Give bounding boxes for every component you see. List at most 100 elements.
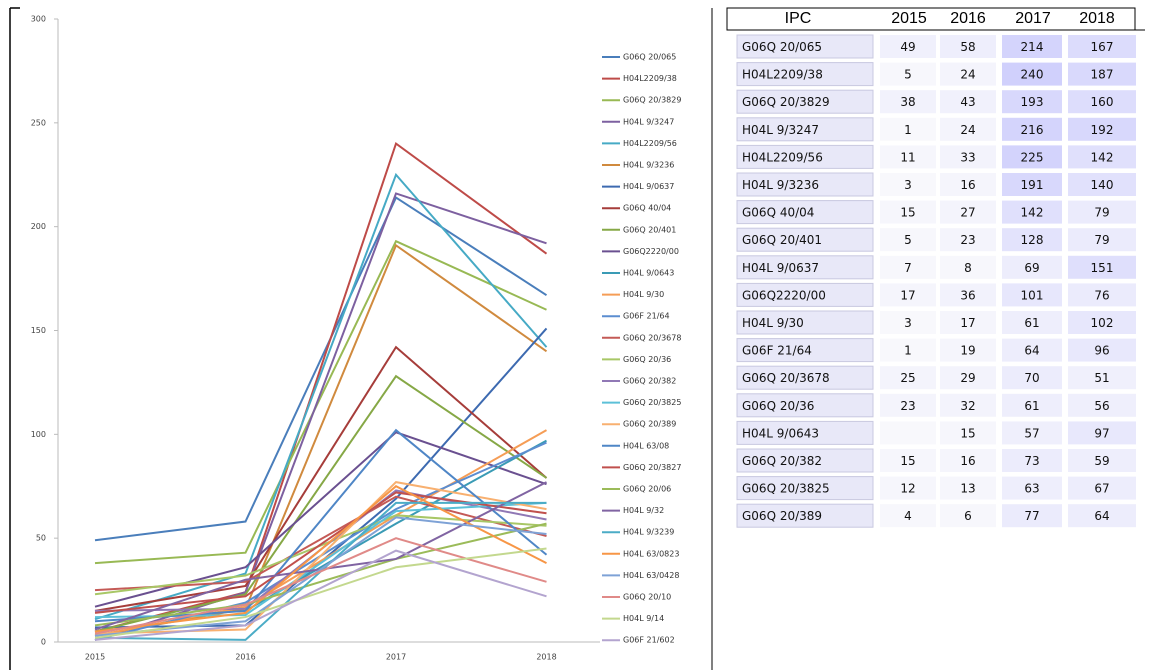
value-cell bbox=[1002, 228, 1062, 252]
row-label: G06Q 20/36 bbox=[742, 399, 814, 413]
value-cell bbox=[940, 421, 996, 445]
row-label: H04L 9/0643 bbox=[742, 426, 819, 440]
value-cell bbox=[940, 338, 996, 362]
row-label: H04L 9/3236 bbox=[742, 178, 819, 192]
series-line bbox=[94, 141, 548, 633]
series-line bbox=[94, 549, 547, 641]
value-cell bbox=[940, 173, 996, 196]
legend-label: G06Q 20/06 bbox=[623, 485, 671, 494]
legend-label: G06Q 20/3827 bbox=[623, 463, 681, 472]
series-line bbox=[94, 428, 548, 623]
value-cell bbox=[1068, 90, 1136, 114]
cell-value: 15 bbox=[900, 454, 915, 468]
cell-value: 151 bbox=[1091, 261, 1114, 275]
value-cell bbox=[880, 255, 936, 279]
cell-value: 23 bbox=[960, 233, 975, 247]
value-cell bbox=[880, 421, 936, 445]
legend-label: H04L 9/14 bbox=[623, 614, 664, 623]
cell-value: 73 bbox=[1024, 454, 1039, 468]
series-line bbox=[94, 243, 548, 637]
series-line bbox=[94, 516, 547, 637]
value-cell bbox=[1068, 504, 1136, 528]
legend-label: H04L 63/08 bbox=[623, 441, 669, 450]
row-label: H04L 9/0637 bbox=[742, 261, 819, 275]
cell-value: 96 bbox=[1094, 344, 1109, 358]
cell-value: 240 bbox=[1021, 68, 1044, 82]
row-label-cell bbox=[736, 62, 874, 87]
value-cell bbox=[940, 117, 996, 141]
value-cell bbox=[880, 393, 936, 417]
legend-label: G06Q 20/065 bbox=[623, 53, 676, 62]
y-tick-label: 200 bbox=[31, 222, 46, 231]
series-line bbox=[94, 239, 547, 565]
cell-value: 79 bbox=[1094, 233, 1109, 247]
value-cell bbox=[880, 283, 936, 307]
value-cell bbox=[940, 35, 996, 58]
series-line bbox=[94, 374, 548, 633]
legend-label: H04L 9/0637 bbox=[623, 182, 674, 191]
cell-value: 15 bbox=[900, 206, 915, 220]
value-cell bbox=[880, 90, 936, 114]
value-cell bbox=[1068, 35, 1136, 58]
value-cell bbox=[940, 476, 996, 500]
cell-value: 12 bbox=[900, 482, 915, 496]
cell-value: 79 bbox=[1094, 206, 1109, 220]
cell-value: 101 bbox=[1021, 288, 1044, 302]
cell-value: 1 bbox=[904, 123, 912, 137]
cell-value: 160 bbox=[1091, 95, 1114, 109]
row-label: H04L 9/3247 bbox=[742, 123, 819, 137]
value-cell bbox=[1068, 449, 1136, 472]
row-label: G06Q2220/00 bbox=[742, 288, 826, 302]
value-cell bbox=[1068, 476, 1136, 500]
cell-value: 17 bbox=[900, 288, 915, 302]
x-tick-label: 2016 bbox=[235, 653, 255, 662]
table-header: IPC bbox=[785, 10, 812, 27]
row-label-cell bbox=[736, 503, 874, 528]
series-line bbox=[94, 485, 547, 633]
value-cell bbox=[1068, 311, 1136, 334]
cell-value: 49 bbox=[900, 40, 915, 54]
value-cell bbox=[880, 476, 936, 500]
row-label: G06Q 20/401 bbox=[742, 233, 822, 247]
value-cell bbox=[1002, 35, 1062, 58]
value-cell bbox=[1002, 62, 1062, 86]
cell-value: 140 bbox=[1091, 178, 1114, 192]
series-line bbox=[94, 522, 547, 627]
value-cell bbox=[1002, 311, 1062, 334]
row-label-cell bbox=[736, 117, 874, 142]
y-tick-label: 100 bbox=[31, 430, 46, 439]
value-cell bbox=[1068, 145, 1136, 169]
y-tick-label: 50 bbox=[36, 534, 46, 543]
value-cell bbox=[1002, 366, 1062, 390]
value-cell bbox=[880, 311, 936, 334]
cell-value: 36 bbox=[960, 288, 975, 302]
value-cell bbox=[880, 117, 936, 141]
series-line bbox=[94, 491, 547, 614]
value-cell bbox=[1002, 255, 1062, 279]
cell-value: 216 bbox=[1021, 123, 1044, 137]
row-label-cell bbox=[736, 282, 874, 307]
series-line bbox=[94, 196, 548, 542]
cell-value: 142 bbox=[1091, 150, 1114, 164]
cell-value: 58 bbox=[960, 40, 975, 54]
cell-value: 167 bbox=[1091, 40, 1114, 54]
value-cell bbox=[880, 200, 936, 224]
cell-value: 59 bbox=[1094, 454, 1109, 468]
value-cell bbox=[1002, 173, 1062, 196]
legend-label: G06Q 20/401 bbox=[623, 225, 676, 234]
table-header: 2017 bbox=[1015, 10, 1051, 27]
legend-label: H04L 9/3236 bbox=[623, 161, 674, 170]
row-label-cell bbox=[736, 255, 874, 280]
value-cell bbox=[1002, 145, 1062, 169]
value-cell bbox=[940, 200, 996, 224]
legend-label: G06Q 20/389 bbox=[623, 420, 676, 429]
cell-value: 3 bbox=[904, 316, 912, 330]
cell-value: 23 bbox=[900, 399, 915, 413]
value-cell bbox=[880, 35, 936, 58]
cell-value: 1 bbox=[904, 344, 912, 358]
legend-label: G06Q 20/382 bbox=[623, 377, 676, 386]
row-label-cell bbox=[736, 338, 874, 363]
cell-value: 61 bbox=[1024, 316, 1039, 330]
legend-label: G06F 21/64 bbox=[623, 312, 670, 321]
legend-label: H04L 9/30 bbox=[623, 290, 664, 299]
